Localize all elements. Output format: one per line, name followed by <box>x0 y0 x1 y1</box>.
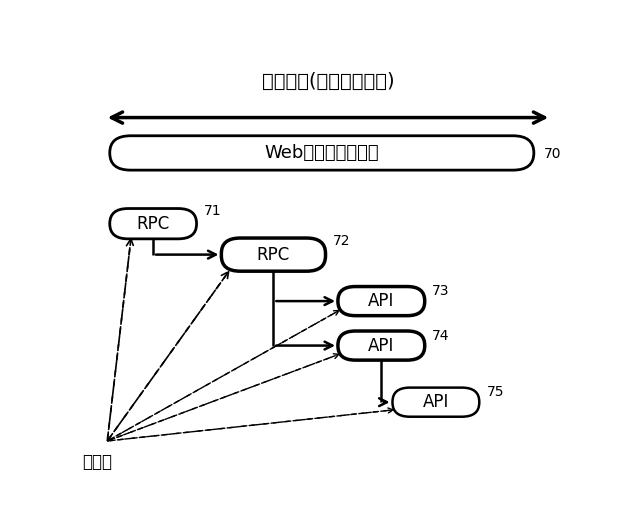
FancyBboxPatch shape <box>338 331 425 360</box>
Text: 71: 71 <box>204 204 221 217</box>
FancyBboxPatch shape <box>110 208 196 239</box>
Text: API: API <box>422 393 449 411</box>
Text: RPC: RPC <box>136 215 170 233</box>
Text: 73: 73 <box>432 285 450 298</box>
FancyBboxPatch shape <box>110 136 534 170</box>
Text: 72: 72 <box>333 234 351 248</box>
Text: トレース(データフロー): トレース(データフロー) <box>262 72 394 91</box>
Text: 74: 74 <box>432 329 450 343</box>
FancyBboxPatch shape <box>392 387 479 417</box>
FancyBboxPatch shape <box>221 238 326 271</box>
Text: スパン: スパン <box>83 453 113 471</box>
Text: RPC: RPC <box>257 246 290 264</box>
Text: 70: 70 <box>544 147 561 161</box>
FancyBboxPatch shape <box>338 287 425 316</box>
Text: 75: 75 <box>486 385 504 400</box>
Text: Webフレームワーク: Webフレームワーク <box>264 144 379 162</box>
Text: API: API <box>368 292 394 310</box>
Text: API: API <box>368 337 394 354</box>
